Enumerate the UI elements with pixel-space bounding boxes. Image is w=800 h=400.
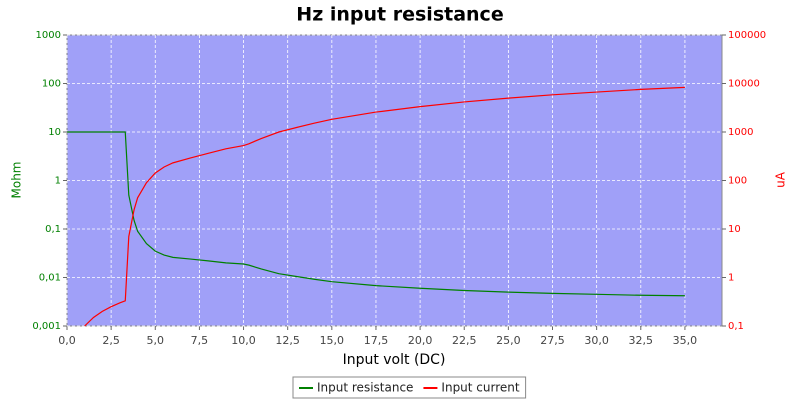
y2-tick-label: 10000 xyxy=(728,79,760,90)
legend-label: Input resistance xyxy=(317,381,413,395)
y-tick-label: 1 xyxy=(55,176,61,187)
y2-tick-label: 1 xyxy=(728,273,734,284)
legend-label: Input current xyxy=(441,381,519,395)
x-tick-label: 32,5 xyxy=(629,334,654,347)
chart-title: Hz input resistance xyxy=(296,4,503,26)
x-tick-label: 0,0 xyxy=(58,334,76,347)
x-tick-label: 17,5 xyxy=(364,334,389,347)
series-line xyxy=(84,86,685,327)
x-tick-label: 35,0 xyxy=(673,334,698,347)
x-tick-label: 2,5 xyxy=(102,334,120,347)
x-tick-label: 15,0 xyxy=(320,334,345,347)
y-tick-label: 0,01 xyxy=(39,273,61,284)
x-tick-label: 5,0 xyxy=(147,334,165,347)
x-axis-label: Input volt (DC) xyxy=(343,352,446,368)
y-tick-label: 1000 xyxy=(36,30,61,41)
x-tick-label: 25,0 xyxy=(496,334,521,347)
y-tick-label: 0,001 xyxy=(32,321,61,332)
y-tick-label: 0,1 xyxy=(45,224,61,235)
y2-tick-label: 10 xyxy=(728,224,741,235)
y2-axis-label: uA xyxy=(774,171,788,188)
x-tick-label: 27,5 xyxy=(540,334,565,347)
legend-box xyxy=(292,376,527,399)
y2-tick-label: 0,1 xyxy=(728,321,744,332)
x-tick-label: 30,0 xyxy=(584,334,609,347)
x-tick-label: 20,0 xyxy=(408,334,433,347)
x-tick-label: 10,0 xyxy=(231,334,256,347)
x-tick-label: 22,5 xyxy=(452,334,477,347)
y-tick-label: 100 xyxy=(42,79,61,90)
y2-tick-label: 100000 xyxy=(728,30,766,41)
y2-tick-label: 100 xyxy=(728,176,747,187)
y2-tick-label: 1000 xyxy=(728,127,753,138)
y-axis-label: Mohm xyxy=(10,162,24,199)
series-line xyxy=(67,131,685,297)
x-tick-label: 7,5 xyxy=(191,334,209,347)
x-tick-label: 12,5 xyxy=(275,334,300,347)
y-tick-label: 10 xyxy=(48,127,61,138)
